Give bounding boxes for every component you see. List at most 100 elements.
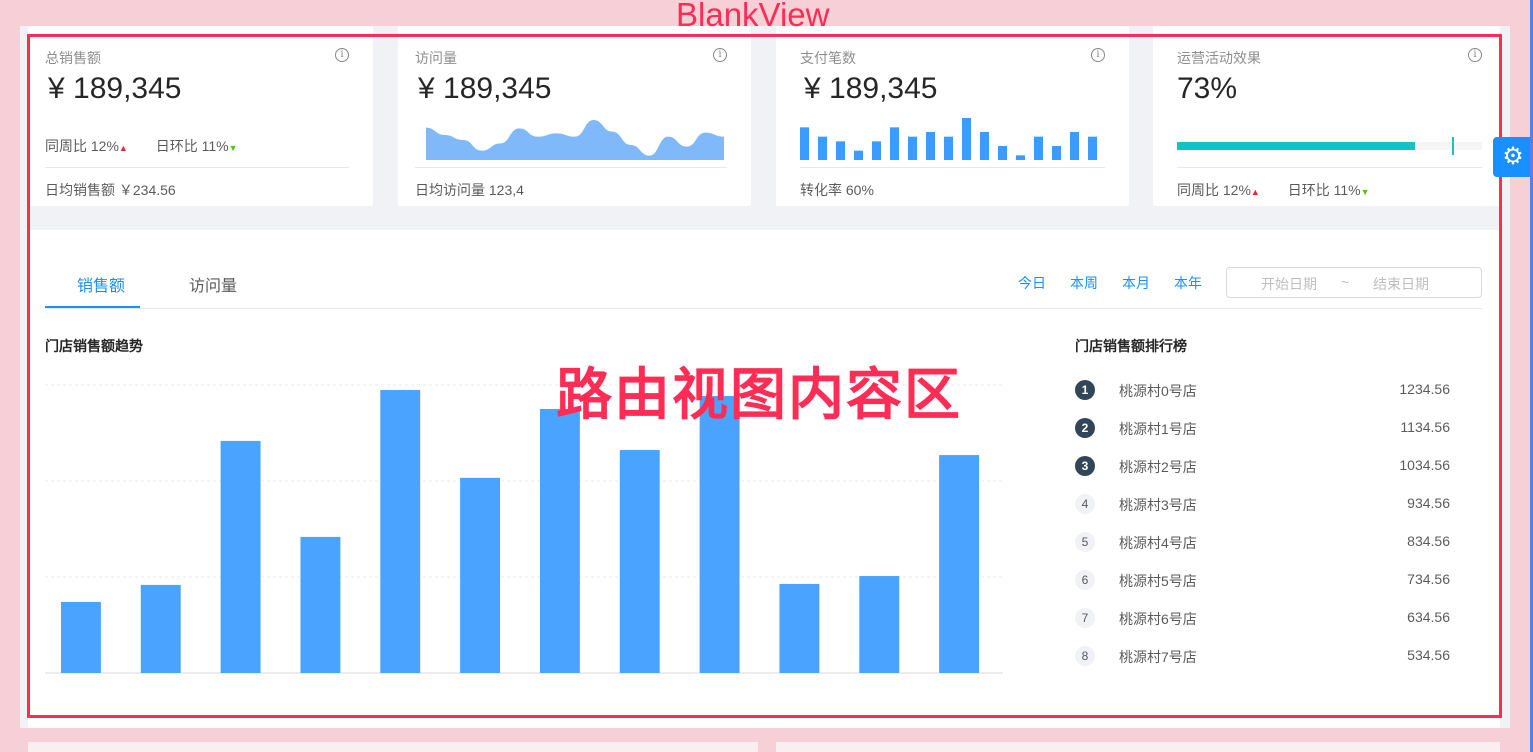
ranking-item: 2 桃源村1号店 1134.56 [1075,418,1450,438]
rank-badge: 4 [1075,494,1095,514]
tab-visits[interactable]: 访问量 [189,278,238,295]
route-view-label: 路由视图内容区 [556,363,962,428]
date-link-today[interactable]: 今日 [1018,275,1046,291]
payments-bar [926,132,935,160]
payments-bar [962,118,971,160]
store-sales: 934.56 [1407,495,1450,511]
store-name: 桃源村7号店 [1119,649,1197,665]
date-link-week[interactable]: 本周 [1070,275,1098,291]
payments-bar [944,136,953,160]
rank-badge: 7 [1075,608,1095,628]
store-sales: 834.56 [1407,533,1450,549]
trend-row: 同周比 12%▲ 日环比 11%▼ [45,136,262,156]
payments-bar [980,132,989,160]
ranking-item: 1 桃源村0号店 1234.56 [1075,380,1450,400]
dod-trend: 日环比 11% [155,138,229,154]
sales-bar[interactable] [699,396,740,673]
card-title: 支付笔数 [800,50,856,66]
sales-bar[interactable] [539,409,580,673]
rank-badge: 1 [1075,380,1095,400]
caret-up-icon: ▲ [118,143,128,153]
visits-area [426,120,724,160]
tab-divider [45,308,1482,309]
payments-bar [908,136,917,160]
date-link-month[interactable]: 本月 [1122,275,1150,291]
store-sales: 1134.56 [1400,419,1450,435]
card-title: 总销售额 [45,50,101,66]
tab-sales[interactable]: 销售额 [77,278,126,295]
payments-bar [1088,136,1097,160]
store-name: 桃源村0号店 [1119,383,1197,399]
visits-card: 访问量 i ¥ 189,345 日均访问量 123,4 [398,26,751,206]
store-sales: 1034.56 [1399,457,1450,473]
store-name: 桃源村4号店 [1119,535,1197,551]
payments-bar [872,141,881,160]
sales-bar[interactable] [60,601,101,673]
chart-title: 门店销售额趋势 [45,338,143,354]
store-name: 桃源村2号店 [1119,459,1197,475]
card-value: ¥ 189,345 [48,72,182,105]
info-icon[interactable]: i [1091,48,1105,62]
card-title: 访问量 [415,50,457,66]
ranking-item: 8 桃源村7号店 534.56 [1075,646,1450,666]
start-date-input[interactable]: 开始日期 [1261,276,1317,292]
payments-bar [854,150,863,160]
sales-bar[interactable] [460,477,501,673]
sales-bar[interactable] [140,584,181,673]
active-tab-indicator [45,306,140,308]
sales-bar[interactable] [220,440,261,673]
wow-trend: 同周比 12% [45,138,119,154]
sales-bar[interactable] [619,450,660,673]
progress-fill [1177,142,1415,150]
card-value: ¥ 189,345 [804,72,938,105]
payments-bar [1070,132,1079,160]
payments-bar [1052,146,1061,160]
campaign-progress [1177,137,1482,155]
payments-bar [890,127,899,160]
info-icon[interactable]: i [1468,48,1482,62]
info-icon[interactable]: i [335,48,349,62]
sales-bar[interactable] [779,583,820,673]
sales-bar[interactable] [939,455,980,673]
store-name: 桃源村3号店 [1119,497,1197,513]
progress-target-marker [1451,137,1454,155]
store-sales: 734.56 [1407,571,1450,587]
ranking-item: 6 桃源村5号店 734.56 [1075,570,1450,590]
scrollbar[interactable] [1530,0,1533,752]
payments-bar [1034,136,1043,160]
rank-badge: 8 [1075,646,1095,666]
sales-trend-chart [45,384,1003,674]
card-title: 运营活动效果 [1177,50,1261,66]
wow-trend: 同周比 12% [1177,182,1251,198]
total-sales-card: 总销售额 i ¥ 189,345 同周比 12%▲ 日环比 11%▼ 日均销售额… [28,26,373,206]
rank-badge: 5 [1075,532,1095,552]
rank-badge: 3 [1075,456,1095,476]
caret-down-icon: ▼ [1360,187,1370,197]
card-footer: 日均访问量 123,4 [415,167,727,200]
store-name: 桃源村1号店 [1119,421,1197,437]
date-link-year[interactable]: 本年 [1174,275,1202,291]
visits-area-chart [426,120,724,160]
settings-button[interactable]: ⚙ [1493,137,1533,177]
next-card [28,742,758,752]
caret-up-icon: ▲ [1250,187,1260,197]
payments-bar [818,136,827,160]
store-sales: 1234.56 [1399,381,1450,397]
rank-badge: 2 [1075,418,1095,438]
trend-row: 同周比 12%▲ 日环比 11%▼ [1177,167,1482,200]
store-sales: 634.56 [1407,609,1450,625]
sales-bar[interactable] [859,576,900,673]
payments-bar [800,127,809,160]
sales-bar[interactable] [300,536,341,673]
info-icon[interactable]: i [713,48,727,62]
date-range-picker[interactable]: 开始日期 ~ 结束日期 [1226,267,1482,298]
store-sales: 534.56 [1407,647,1450,663]
end-date-input[interactable]: 结束日期 [1373,276,1429,292]
ranking-item: 7 桃源村6号店 634.56 [1075,608,1450,628]
sales-panel: 销售额 访问量 今日 本周 本月 本年 开始日期 ~ 结束日期 门店销售额趋势 … [28,230,1500,728]
store-name: 桃源村5号店 [1119,573,1197,589]
sales-bar[interactable] [380,390,421,673]
payments-bar [836,141,845,160]
dod-trend: 日环比 11% [1287,182,1361,198]
payments-bar [998,146,1007,160]
